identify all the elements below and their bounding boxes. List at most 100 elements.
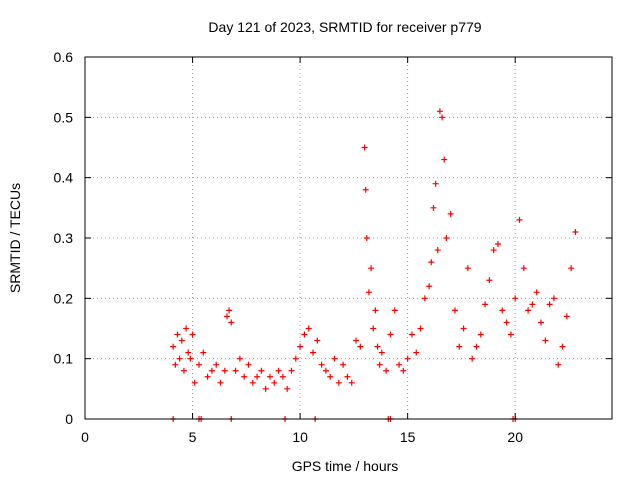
y-tick-label: 0.4 — [54, 170, 74, 186]
data-point — [196, 361, 203, 368]
data-point — [400, 367, 407, 374]
data-point — [187, 355, 194, 362]
data-point — [191, 379, 198, 386]
data-point — [464, 265, 471, 272]
chart-title: Day 121 of 2023, SRMTID for receiver p77… — [208, 19, 481, 35]
x-tick-label: 5 — [189, 429, 197, 445]
data-point — [213, 361, 220, 368]
data-point — [228, 319, 235, 326]
data-point — [241, 373, 248, 380]
data-point — [288, 367, 295, 374]
data-point — [542, 337, 549, 344]
data-point — [396, 361, 403, 368]
data-point — [469, 355, 476, 362]
data-point — [344, 373, 351, 380]
data-point — [426, 283, 433, 290]
data-point — [434, 247, 441, 254]
data-point — [236, 355, 243, 362]
data-point — [178, 337, 185, 344]
data-point — [443, 235, 450, 241]
data-point — [245, 361, 252, 368]
x-tick-label: 10 — [292, 429, 308, 445]
y-tick-label: 0.1 — [54, 351, 74, 367]
data-point — [529, 301, 536, 308]
data-point — [572, 228, 579, 235]
data-point — [185, 349, 192, 356]
data-point — [447, 210, 454, 217]
data-point — [568, 265, 575, 272]
data-point — [226, 307, 233, 314]
data-point — [555, 361, 562, 368]
data-point — [262, 385, 269, 392]
y-axis-label: SRMTID / TECUs — [7, 183, 23, 293]
data-point — [232, 367, 239, 374]
data-markers — [170, 108, 579, 422]
data-point — [258, 367, 265, 374]
data-point — [271, 379, 278, 386]
data-point — [335, 379, 342, 386]
data-point — [223, 313, 230, 320]
grid — [85, 57, 612, 419]
data-point — [249, 379, 256, 386]
data-point — [490, 247, 497, 254]
data-point — [331, 355, 338, 362]
x-tick-label: 20 — [507, 429, 523, 445]
data-point — [417, 325, 424, 332]
y-tick-label: 0.6 — [54, 49, 74, 65]
y-tick-label: 0.5 — [54, 109, 74, 125]
data-point — [275, 367, 282, 374]
data-point — [301, 331, 308, 338]
data-point — [170, 343, 177, 350]
data-point — [494, 241, 501, 248]
data-point — [174, 331, 181, 338]
data-point — [525, 307, 532, 314]
data-point — [370, 325, 377, 332]
data-point — [183, 325, 190, 332]
data-point — [451, 307, 458, 314]
data-point — [499, 307, 506, 314]
x-axis-ticks: 0 5 10 15 20 — [81, 57, 523, 445]
data-point — [456, 343, 463, 350]
x-tick-label: 0 — [81, 429, 89, 445]
data-point — [520, 265, 527, 272]
data-point — [503, 319, 510, 326]
data-point — [404, 355, 411, 362]
data-point — [408, 331, 415, 338]
data-point — [439, 114, 446, 121]
y-axis-ticks: 0 0.1 0.2 0.3 0.4 0.5 0.6 — [54, 49, 612, 427]
data-point — [361, 144, 368, 151]
data-point — [516, 216, 523, 223]
data-point — [221, 367, 228, 374]
data-point — [546, 301, 553, 308]
data-point — [376, 361, 383, 368]
data-point — [365, 289, 372, 296]
data-point — [279, 373, 286, 380]
data-point — [486, 277, 493, 284]
data-point — [305, 325, 312, 332]
data-point — [473, 343, 480, 350]
data-point — [204, 373, 211, 380]
x-tick-label: 15 — [400, 429, 416, 445]
data-point — [421, 295, 428, 302]
data-point — [217, 379, 224, 386]
data-point — [559, 343, 566, 350]
data-point — [327, 373, 334, 380]
data-point — [314, 337, 321, 344]
data-point — [563, 313, 570, 320]
data-point — [284, 385, 291, 392]
data-point — [180, 367, 187, 374]
data-point — [322, 367, 329, 374]
data-point — [387, 331, 394, 338]
data-point — [374, 343, 381, 350]
y-tick-label: 0 — [65, 411, 73, 427]
data-point — [441, 156, 448, 163]
data-point — [353, 337, 360, 344]
data-point — [340, 361, 347, 368]
data-point — [460, 325, 467, 332]
data-point — [297, 343, 304, 350]
data-point — [482, 301, 489, 308]
data-point — [428, 259, 435, 266]
data-point — [318, 361, 325, 368]
data-point — [413, 349, 420, 356]
